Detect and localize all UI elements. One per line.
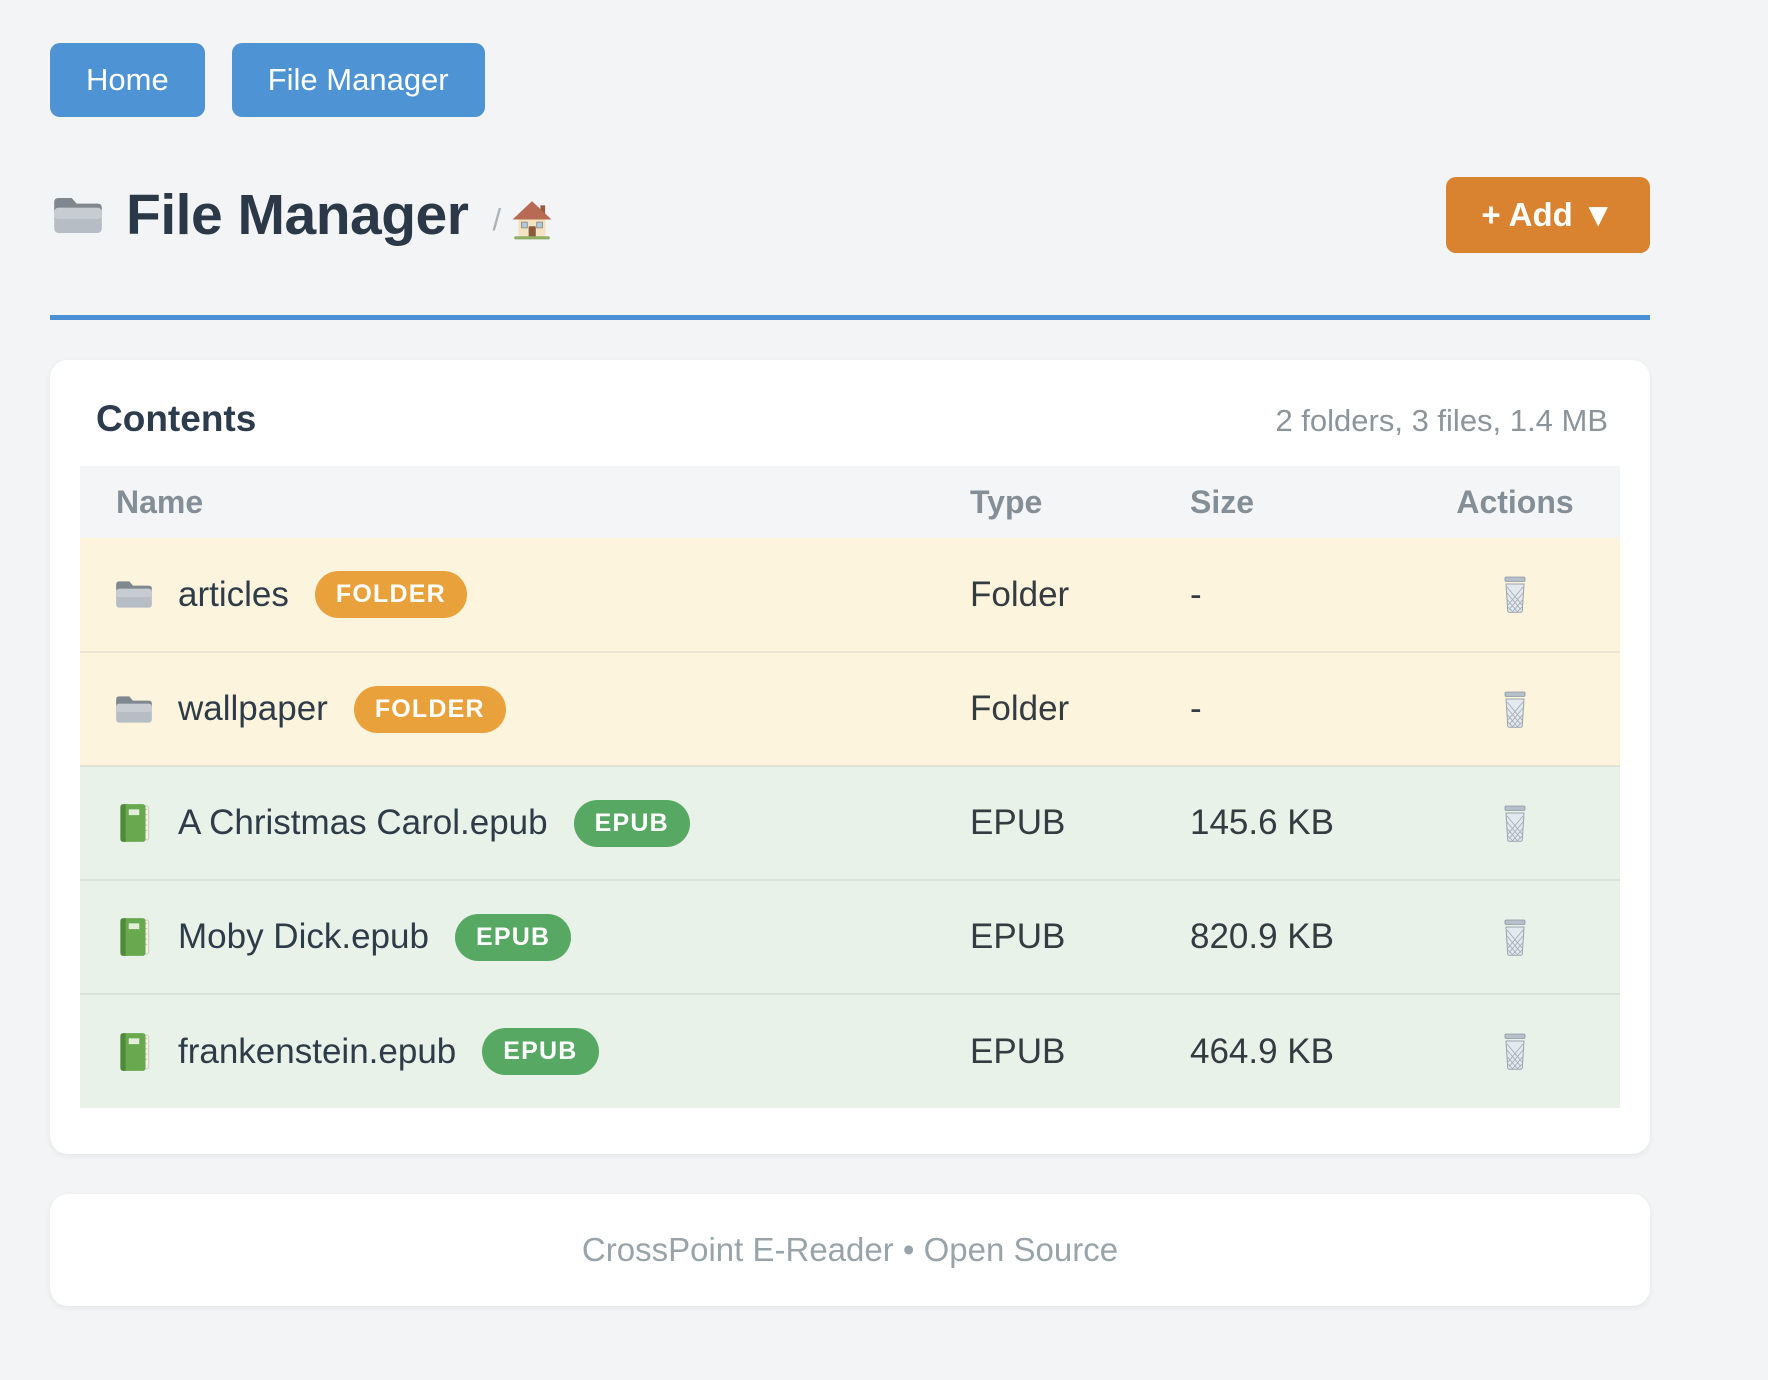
green-book-icon [112, 916, 156, 958]
file-link[interactable]: frankenstein.epub EPUB [112, 1028, 970, 1075]
name-cell: Moby Dick.epub EPUB [80, 879, 970, 994]
delete-button[interactable] [1494, 570, 1536, 618]
delete-button[interactable] [1494, 685, 1536, 733]
wastebasket-icon [1498, 919, 1532, 960]
wastebasket-icon [1498, 691, 1532, 732]
type-badge: EPUB [573, 799, 690, 847]
file-name: Moby Dick.epub [178, 917, 429, 956]
file-link[interactable]: Moby Dick.epub EPUB [112, 913, 970, 961]
size-cell: 820.9 KB [1190, 879, 1410, 994]
size-cell: 145.6 KB [1190, 765, 1410, 880]
green-book-icon [112, 802, 156, 844]
file-name: articles [178, 574, 289, 614]
footer: CrossPoint E-Reader • Open Source [50, 1194, 1650, 1306]
delete-button[interactable] [1494, 799, 1536, 847]
delete-button[interactable] [1494, 1027, 1536, 1075]
type-badge: EPUB [482, 1028, 599, 1075]
contents-title: Contents [96, 398, 257, 439]
type-badge: FOLDER [353, 685, 506, 733]
type-cell: Folder [970, 651, 1190, 766]
contents-card-header: Contents 2 folders, 3 files, 1.4 MB [80, 398, 1620, 440]
size-cell: 464.9 KB [1190, 993, 1410, 1108]
type-cell: EPUB [970, 993, 1190, 1108]
wastebasket-icon [1498, 805, 1532, 846]
size-cell: - [1190, 574, 1202, 614]
name-cell: wallpaper FOLDER [80, 651, 970, 766]
house-icon[interactable] [511, 200, 553, 240]
nav-file-manager-button[interactable]: File Manager [231, 43, 485, 117]
type-badge: FOLDER [314, 571, 467, 618]
type-cell: EPUB [970, 879, 1190, 994]
file-link[interactable]: articles FOLDER [112, 571, 970, 618]
page-header: File Manager / + Add ▼ [50, 177, 1650, 253]
wastebasket-icon [1498, 576, 1532, 617]
table-row: frankenstein.epub EPUB EPUB 464.9 KB [80, 993, 1620, 1108]
file-name: wallpaper [178, 689, 328, 728]
actions-cell [1410, 651, 1620, 766]
table-row: A Christmas Carol.epub EPUB EPUB 145.6 KB [80, 765, 1620, 880]
contents-table: Name Type Size Actions articles FOLDER Fol… [80, 466, 1620, 1108]
file-name: A Christmas Carol.epub [178, 803, 548, 842]
folder-icon [50, 192, 106, 239]
column-header-size: Size [1190, 466, 1410, 538]
page: Home File Manager File Manager / [50, 0, 1650, 1306]
actions-cell [1410, 538, 1620, 652]
top-nav: Home File Manager [50, 0, 1650, 117]
contents-summary: 2 folders, 3 files, 1.4 MB [1275, 403, 1608, 438]
table-row: Moby Dick.epub EPUB EPUB 820.9 KB [80, 879, 1620, 994]
page-title: File Manager [126, 183, 469, 247]
green-book-icon [112, 1031, 156, 1073]
add-button[interactable]: + Add ▼ [1446, 177, 1650, 253]
title-wrap: File Manager / [50, 182, 553, 248]
table-row: wallpaper FOLDER Folder - [80, 651, 1620, 766]
type-badge: EPUB [454, 913, 572, 961]
column-header-name: Name [80, 466, 970, 538]
footer-text: CrossPoint E-Reader • Open Source [581, 1231, 1119, 1268]
actions-cell [1410, 765, 1620, 880]
type-cell: Folder [970, 574, 1070, 614]
name-cell: articles FOLDER [80, 538, 970, 652]
actions-cell [1410, 879, 1620, 994]
contents-table-body: articles FOLDER Folder - wallpaper FOLDER Fold… [80, 538, 1620, 1108]
header-divider [50, 315, 1650, 320]
breadcrumb-separator: / [492, 202, 502, 237]
name-cell: frankenstein.epub EPUB [80, 993, 970, 1108]
nav-home-button[interactable]: Home [50, 43, 205, 117]
file-link[interactable]: wallpaper FOLDER [112, 685, 970, 733]
table-header-row: Name Type Size Actions [80, 466, 1620, 538]
name-cell: A Christmas Carol.epub EPUB [80, 765, 970, 880]
column-header-actions: Actions [1410, 466, 1620, 538]
contents-card: Contents 2 folders, 3 files, 1.4 MB Name… [50, 360, 1650, 1154]
wastebasket-icon [1498, 1033, 1532, 1074]
folder-icon [112, 692, 156, 727]
delete-button[interactable] [1494, 913, 1536, 961]
actions-cell [1410, 993, 1620, 1108]
column-header-type: Type [970, 466, 1190, 538]
size-cell: - [1190, 651, 1410, 766]
file-name: frankenstein.epub [178, 1031, 457, 1071]
file-link[interactable]: A Christmas Carol.epub EPUB [112, 799, 970, 847]
type-cell: EPUB [970, 765, 1190, 880]
folder-icon [112, 577, 156, 612]
table-row: articles FOLDER Folder - [80, 538, 1620, 652]
